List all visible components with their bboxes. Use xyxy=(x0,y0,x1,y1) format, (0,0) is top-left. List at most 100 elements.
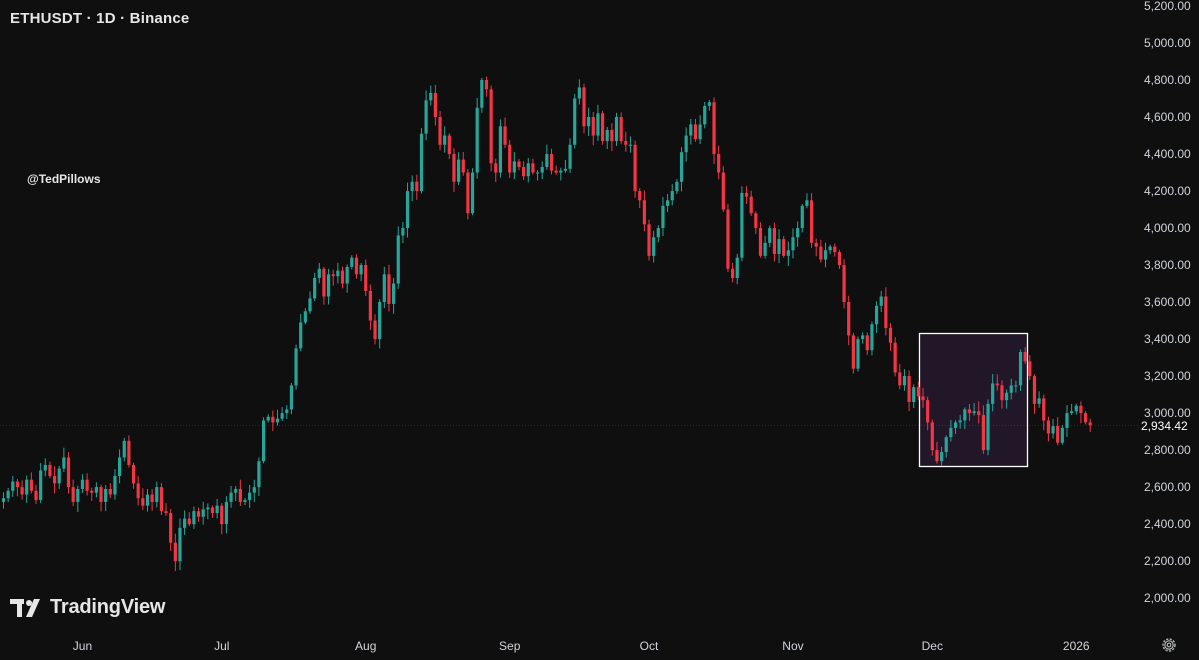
candle xyxy=(958,414,962,429)
symbol-title[interactable]: ETHUSDT · 1D · Binance xyxy=(10,10,190,27)
price-axis: 5,200.00 5,000.00 4,800.00 4,600.00 4,400.00… xyxy=(1144,0,1191,605)
candle xyxy=(164,503,168,516)
candle xyxy=(614,112,619,146)
candle xyxy=(210,505,215,518)
candle xyxy=(443,126,447,153)
candle xyxy=(447,133,451,159)
candle xyxy=(11,476,15,497)
candle xyxy=(206,503,210,520)
candle xyxy=(600,110,605,145)
candle xyxy=(1009,378,1013,400)
candle xyxy=(457,152,461,185)
candle xyxy=(986,399,990,456)
candle xyxy=(707,99,711,111)
candle xyxy=(907,370,911,412)
candle xyxy=(224,496,229,534)
candle xyxy=(712,97,716,165)
candle xyxy=(870,321,874,356)
candle xyxy=(243,498,247,506)
candle xyxy=(1070,403,1074,416)
candle xyxy=(628,136,633,153)
candles-layer xyxy=(1,76,1092,572)
candle xyxy=(568,138,572,174)
candle xyxy=(865,332,869,355)
candle xyxy=(178,518,182,571)
candle xyxy=(113,469,117,500)
candle xyxy=(535,170,540,181)
time-tick-label: Nov xyxy=(782,639,803,653)
candle xyxy=(1051,418,1055,439)
candle xyxy=(150,489,154,511)
candle xyxy=(234,486,238,502)
candle xyxy=(721,166,725,212)
candle xyxy=(554,165,558,175)
candle xyxy=(340,266,345,289)
time-tick-label: Jul xyxy=(214,639,229,653)
candle xyxy=(466,169,470,220)
candle xyxy=(391,277,396,314)
highlight-box xyxy=(918,332,1029,468)
tradingview-logo-text: TradingView xyxy=(50,596,166,618)
candle xyxy=(1037,391,1041,408)
candle xyxy=(15,479,20,497)
candle xyxy=(526,158,530,183)
candle xyxy=(652,230,656,263)
candle xyxy=(1065,405,1069,437)
candle xyxy=(1088,418,1092,432)
candle xyxy=(350,255,354,270)
candle xyxy=(944,435,948,458)
candle xyxy=(763,235,767,259)
candle xyxy=(136,475,140,506)
candle xyxy=(1014,380,1018,393)
gear-icon[interactable] xyxy=(1160,636,1178,654)
candle xyxy=(837,249,842,270)
candle xyxy=(921,388,925,408)
candle xyxy=(387,264,391,312)
candle xyxy=(326,268,331,305)
candle xyxy=(768,225,772,248)
candle xyxy=(354,254,359,279)
current-price-label: 2,934.42 xyxy=(1141,418,1199,434)
price-tick-label: 4,600.00 xyxy=(1144,110,1191,124)
candle xyxy=(861,332,865,344)
candle xyxy=(48,461,52,479)
candle xyxy=(34,484,38,504)
candle xyxy=(155,481,159,508)
candle xyxy=(480,77,484,113)
candle xyxy=(549,148,554,175)
candle xyxy=(248,484,252,508)
candle xyxy=(638,188,642,209)
candle xyxy=(805,193,809,209)
candle xyxy=(522,161,526,181)
time-tick-label: 2026 xyxy=(1063,639,1090,653)
candle xyxy=(396,226,400,289)
candle xyxy=(271,410,275,432)
price-tick-label: 3,200.00 xyxy=(1144,369,1191,383)
price-tick-label: 3,800.00 xyxy=(1144,258,1191,272)
candle xyxy=(25,475,29,503)
candle xyxy=(285,405,289,420)
candle xyxy=(577,79,581,105)
author-watermark: @TedPillows xyxy=(27,172,101,186)
candle xyxy=(991,374,995,412)
candle xyxy=(52,466,57,494)
price-tick-label: 4,000.00 xyxy=(1144,221,1191,235)
candle xyxy=(322,266,326,305)
candle xyxy=(851,332,855,374)
candle xyxy=(856,336,860,372)
candle xyxy=(1083,411,1088,425)
candle xyxy=(1046,416,1050,442)
candle xyxy=(71,479,75,507)
candle xyxy=(159,483,163,515)
candle xyxy=(953,420,958,434)
tradingview-logo[interactable]: TradingView xyxy=(10,596,165,619)
candle xyxy=(665,194,670,213)
candle xyxy=(461,152,465,176)
candle xyxy=(39,463,43,504)
price-tick-label: 2,600.00 xyxy=(1144,480,1191,494)
candle xyxy=(289,382,294,415)
candle xyxy=(731,262,735,283)
candle xyxy=(196,507,201,522)
candle xyxy=(679,147,684,192)
